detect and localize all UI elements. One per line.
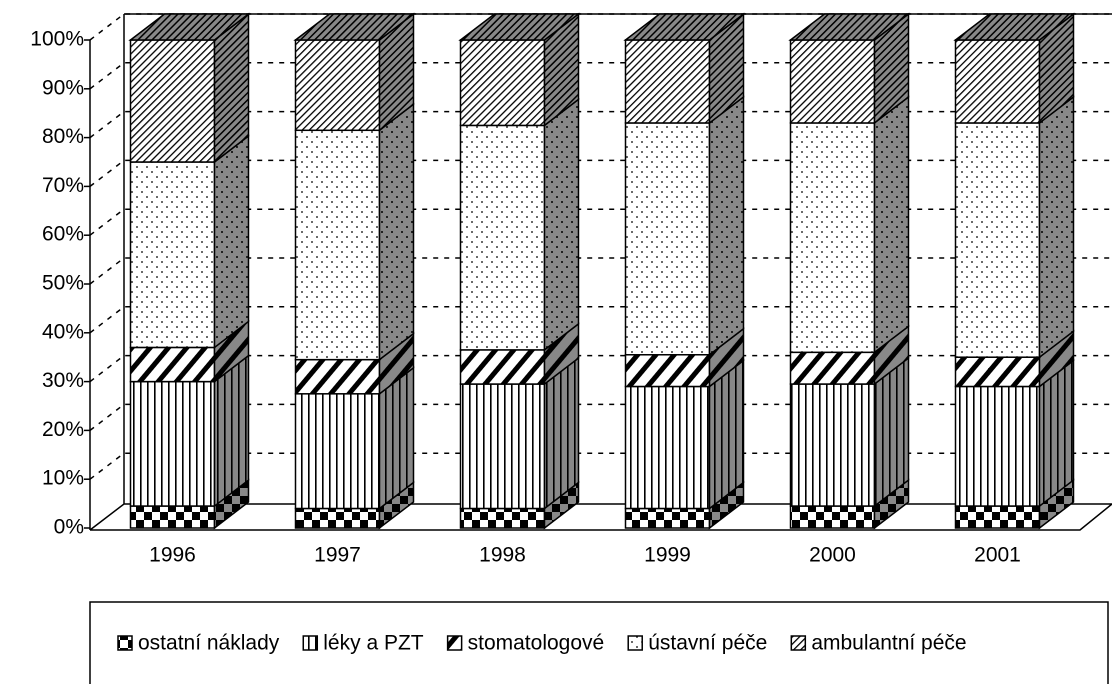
bar-top xyxy=(788,13,911,41)
grid-line xyxy=(89,257,1112,285)
y-tick-label: 10% xyxy=(42,467,84,490)
bar-top xyxy=(458,13,581,41)
legend-swatch xyxy=(446,635,463,651)
y-tick-label: 40% xyxy=(42,320,84,343)
legend-label: léky a PZT xyxy=(323,632,424,655)
legend-swatch xyxy=(790,635,807,651)
bar-segment xyxy=(129,39,216,163)
y-tick-label: 90% xyxy=(42,76,84,99)
y-tick-label: 20% xyxy=(42,418,84,441)
grid-line xyxy=(89,110,1112,139)
bar-segment xyxy=(294,129,381,361)
grid-line xyxy=(89,354,1112,383)
bar-segment xyxy=(129,161,216,349)
bar-segment xyxy=(954,505,1041,529)
grid-line xyxy=(89,62,1112,90)
legend-label: ústavní péče xyxy=(648,632,767,655)
bar-side xyxy=(378,102,415,362)
legend-label: ostatní náklady xyxy=(138,632,280,655)
grid-line xyxy=(89,13,1112,41)
bar-segment xyxy=(624,122,711,356)
bar-segment xyxy=(954,122,1041,358)
grid-line xyxy=(89,403,1112,431)
y-tick-label: 100% xyxy=(30,28,84,51)
grid-line xyxy=(89,208,1112,236)
bar-top xyxy=(623,13,746,41)
bar-segment xyxy=(954,39,1041,124)
bar-segment xyxy=(459,383,546,510)
bar-segment xyxy=(789,351,876,385)
x-tick-label: 1997 xyxy=(314,544,361,567)
bar-top xyxy=(128,13,251,41)
bar-segment xyxy=(624,507,711,529)
bar-segment xyxy=(294,39,381,132)
legend-label: stomatologové xyxy=(468,632,605,655)
x-tick-label: 1998 xyxy=(479,544,526,567)
legend-swatch xyxy=(302,635,319,651)
bar-segment xyxy=(459,507,546,529)
bar-segment xyxy=(459,349,546,385)
legend-label: ambulantní péče xyxy=(811,632,966,655)
bar-segment xyxy=(624,385,711,510)
y-tick-label: 30% xyxy=(42,369,84,392)
y-tick-label: 70% xyxy=(42,174,84,197)
legend-box xyxy=(89,601,1109,684)
bar-segment xyxy=(129,380,216,507)
y-tick-label: 60% xyxy=(42,223,84,246)
bar-segment xyxy=(294,507,381,529)
bar-side xyxy=(873,95,910,354)
grid-line xyxy=(89,159,1112,187)
bar-segment xyxy=(129,505,216,529)
bar-segment xyxy=(294,358,381,395)
bar-segment xyxy=(954,385,1041,507)
bar-segment xyxy=(954,356,1041,388)
bar-top xyxy=(293,13,416,41)
bar-segment xyxy=(294,393,381,510)
grid-line xyxy=(89,452,1112,480)
bar-side xyxy=(708,95,745,357)
plot-frame xyxy=(89,13,1112,531)
bar-segment xyxy=(789,39,876,124)
x-tick-label: 2001 xyxy=(974,544,1021,567)
bar-side xyxy=(543,97,580,352)
bar-segment xyxy=(789,122,876,354)
bar-top xyxy=(953,13,1076,41)
bar-segment xyxy=(459,39,546,127)
legend-swatch xyxy=(627,635,643,651)
legend-swatch xyxy=(117,635,133,651)
x-tick-label: 2000 xyxy=(809,544,856,567)
x-tick-label: 1996 xyxy=(149,544,196,567)
bar-segment xyxy=(789,383,876,507)
bar-side xyxy=(213,134,250,349)
x-tick-label: 1999 xyxy=(644,544,691,567)
bar-segment xyxy=(789,505,876,529)
grid-line xyxy=(89,306,1112,334)
bar-segment xyxy=(129,346,216,383)
y-tick-label: 0% xyxy=(54,516,84,539)
y-tick-label: 50% xyxy=(42,272,84,295)
bar-segment xyxy=(624,354,711,388)
bar-segment xyxy=(459,124,546,351)
bar-segment xyxy=(624,39,711,124)
y-tick-label: 80% xyxy=(42,125,84,148)
bar-side xyxy=(1038,95,1075,359)
